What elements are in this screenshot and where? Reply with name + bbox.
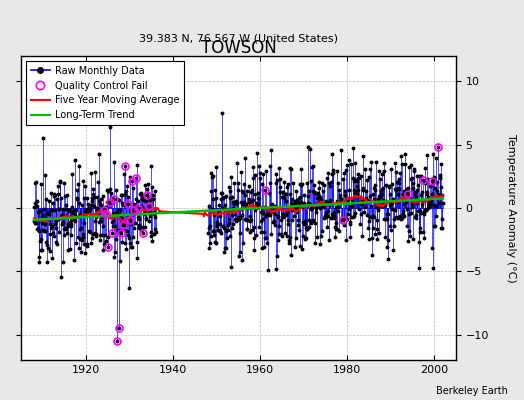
- Y-axis label: Temperature Anomaly (°C): Temperature Anomaly (°C): [506, 134, 516, 282]
- Text: Berkeley Earth: Berkeley Earth: [436, 386, 508, 396]
- Text: 39.383 N, 76.567 W (United States): 39.383 N, 76.567 W (United States): [139, 34, 338, 44]
- Title: TOWSON: TOWSON: [201, 39, 276, 57]
- Legend: Raw Monthly Data, Quality Control Fail, Five Year Moving Average, Long-Term Tren: Raw Monthly Data, Quality Control Fail, …: [26, 61, 184, 125]
